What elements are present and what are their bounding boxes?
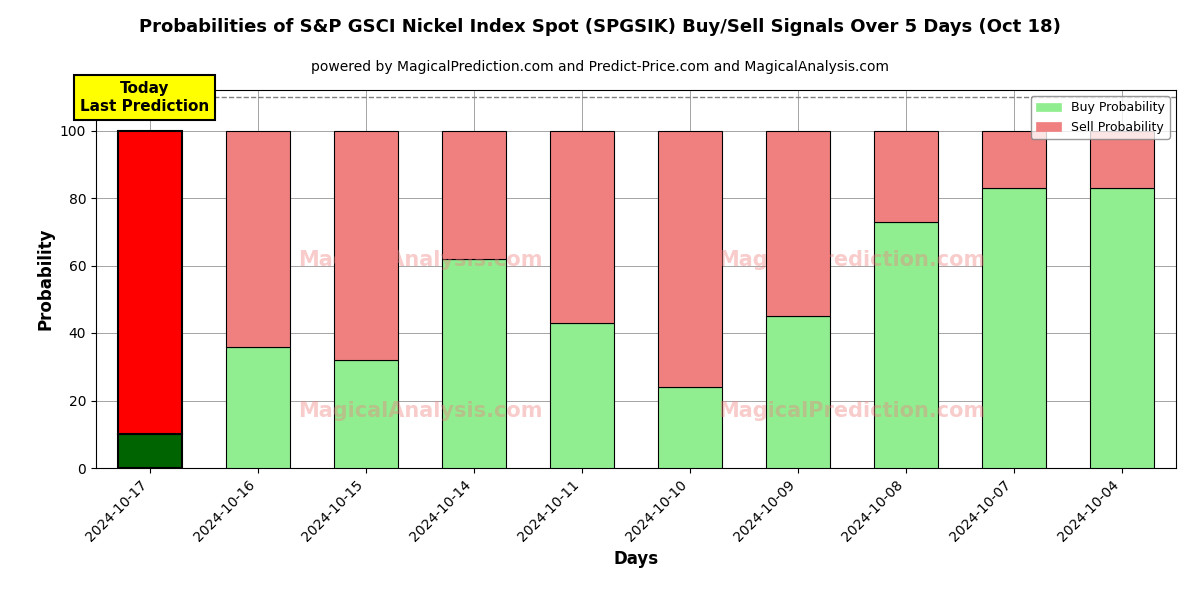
Bar xyxy=(118,434,182,468)
Text: powered by MagicalPrediction.com and Predict-Price.com and MagicalAnalysis.com: powered by MagicalPrediction.com and Pre… xyxy=(311,60,889,74)
Text: MagicalAnalysis.com: MagicalAnalysis.com xyxy=(298,250,542,270)
Bar xyxy=(1090,130,1154,188)
Bar xyxy=(874,221,938,468)
Bar xyxy=(550,130,614,323)
Bar xyxy=(766,316,830,468)
Text: Today
Last Prediction: Today Last Prediction xyxy=(80,81,209,113)
Bar xyxy=(226,130,290,347)
X-axis label: Days: Days xyxy=(613,550,659,568)
Bar xyxy=(658,130,722,387)
Bar xyxy=(550,323,614,468)
Bar xyxy=(118,130,182,434)
Bar xyxy=(334,360,398,468)
Text: MagicalPrediction.com: MagicalPrediction.com xyxy=(719,250,985,270)
Text: MagicalPrediction.com: MagicalPrediction.com xyxy=(719,401,985,421)
Bar xyxy=(226,347,290,468)
Bar xyxy=(334,130,398,360)
Bar xyxy=(874,130,938,221)
Bar xyxy=(982,130,1046,188)
Bar xyxy=(442,130,506,259)
Y-axis label: Probability: Probability xyxy=(36,228,54,330)
Text: MagicalAnalysis.com: MagicalAnalysis.com xyxy=(298,401,542,421)
Text: Probabilities of S&P GSCI Nickel Index Spot (SPGSIK) Buy/Sell Signals Over 5 Day: Probabilities of S&P GSCI Nickel Index S… xyxy=(139,18,1061,36)
Bar xyxy=(442,259,506,468)
Bar xyxy=(1090,188,1154,468)
Bar xyxy=(766,130,830,316)
Bar xyxy=(658,387,722,468)
Legend: Buy Probability, Sell Probability: Buy Probability, Sell Probability xyxy=(1031,96,1170,139)
Bar xyxy=(982,188,1046,468)
